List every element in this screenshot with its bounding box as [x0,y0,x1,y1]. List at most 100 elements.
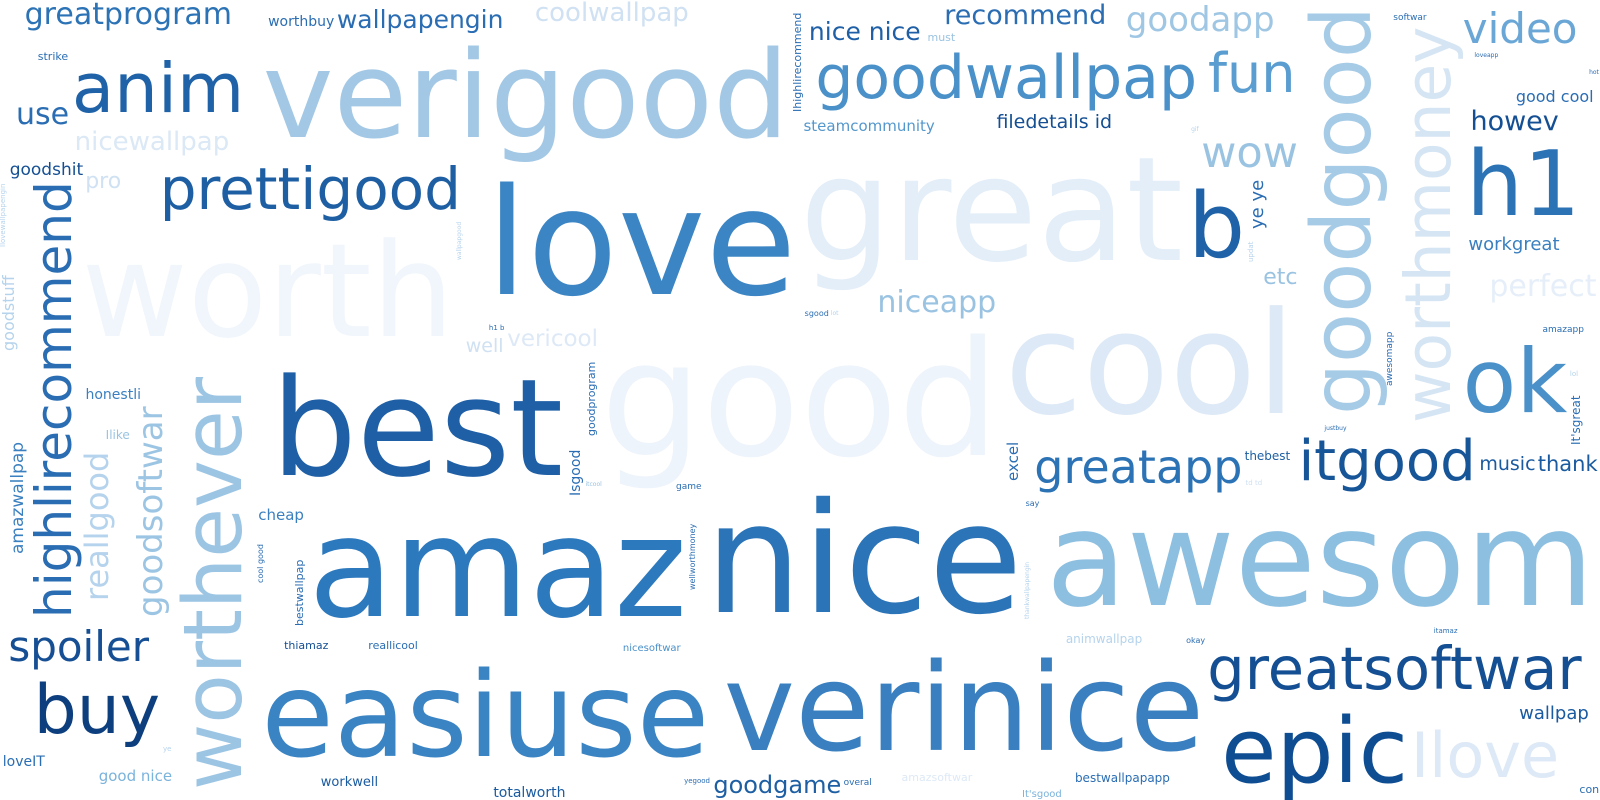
cloud-word: itgood [1298,429,1476,495]
cloud-word: itamaz [1433,627,1458,636]
cloud-word: music [1479,453,1536,476]
cloud-word: highlirecommend [24,181,83,619]
cloud-word: verinice [723,638,1205,780]
cloud-word: ye [162,745,172,754]
cloud-word: honestli [85,387,141,404]
cloud-word: td td [1245,478,1263,487]
cloud-word: howev [1470,105,1559,137]
cloud-word: Ilove [1410,718,1560,792]
cloud-word: worthever [166,376,261,790]
cloud-word: wellworthmoney [688,523,698,590]
cloud-word: wallpapengin [336,5,504,35]
cloud-word: pro [85,168,122,194]
cloud-word: nice nice [808,17,921,47]
cloud-word: amazsoftwar [901,770,973,784]
cloud-word: perfect [1489,268,1597,304]
cloud-word: bestwallpapapp [1074,770,1170,785]
cloud-word: h1 [1466,131,1581,237]
cloud-word: best [271,350,564,508]
cloud-word: worthmoney [1392,26,1465,423]
cloud-word: overal [843,777,872,788]
cloud-word: Ilovewallpapengin [0,184,8,248]
cloud-word: recommend [944,0,1107,32]
cloud-word: reallicool [368,638,418,652]
cloud-word: b [1188,173,1246,279]
cloud-word: nice [704,470,1023,649]
cloud-word: filedetails id [996,110,1113,133]
cloud-word: amaz [308,486,688,649]
cloud-word: goodstuff [0,274,19,351]
cloud-word: nicewallpap [74,127,230,158]
cloud-word: yegood [684,777,710,786]
cloud-word: good [600,306,1000,493]
cloud-word: excel [1004,441,1023,481]
cloud-word: niceapp [877,284,997,320]
cloud-word: justbuy [1324,424,1347,432]
cloud-word: loveIT [2,754,45,771]
cloud-word: updat [1246,241,1255,262]
cloud-word: sgood [804,308,829,318]
cloud-word: loveapp [1474,51,1499,59]
cloud-word: workgreat [1468,233,1560,255]
cloud-word: goodwallpap [815,43,1198,114]
cloud-word: good nice [98,767,173,786]
cloud-word: amazwallpap [7,441,28,554]
cloud-word: nicesoftwar [622,642,681,654]
cloud-word: thankwallpapengin [1024,561,1032,619]
cloud-word: goodprogram [584,361,598,437]
cloud-word: softwar [1393,13,1427,24]
cloud-word: use [16,97,70,132]
cloud-word: lot [830,310,839,318]
cloud-word: goodsoftwar [130,406,171,618]
cloud-word: bestwallpap [293,560,307,627]
cloud-word: h1 b [488,323,505,332]
cloud-word: goodshit [9,160,84,181]
cloud-word: game [676,481,702,492]
cloud-word: buy [33,671,161,751]
cloud-word: ye ye [1247,179,1269,229]
cloud-word: awesom [1045,482,1595,637]
cloud-word: wow [1201,128,1298,179]
cloud-word: Isgood [568,449,585,496]
cloud-word: awesomapp [1384,331,1395,386]
cloud-word: goodapp [1125,0,1275,40]
cloud-word: great [799,126,1184,296]
cloud-word: cool [1004,281,1296,447]
cloud-word: coolwallpap [534,0,689,29]
cloud-word: thiamaz [284,638,329,652]
cloud-word: It'sgood [1022,788,1062,800]
cloud-word: must [927,30,956,44]
cloud-word: anim [71,48,245,129]
cloud-word: verigood [262,27,790,167]
cloud-word: okay [1186,635,1206,645]
cloud-word: etc [1263,265,1298,291]
cloud-word: It'sgreat [1568,395,1583,445]
cloud-word: worthbuy [268,13,335,30]
cloud-word: animwallpap [1065,632,1143,647]
cloud-word: amazapp [1542,324,1584,335]
cloud-word: spoiler [8,621,149,671]
cloud-word: say [1025,498,1040,508]
cloud-word: steamcommunity [803,117,935,136]
cloud-word: strike [37,50,69,64]
cloud-word: wallpap [1519,702,1589,724]
cloud-word: hot [1589,68,1599,76]
cloud-word: cheap [258,506,304,524]
cloud-word: prettigood [159,154,461,223]
cloud-word: con [1579,782,1600,796]
cloud-word: well [465,334,504,357]
cloud-word: wallpapgood [456,221,464,261]
cloud-word: fun [1208,41,1296,105]
cloud-word: gif [1191,125,1199,133]
cloud-word: greatprogram [24,0,233,33]
cloud-word: goodgame [713,770,842,799]
cloud-word: love [486,156,797,329]
cloud-word: lol [1569,370,1579,379]
cloud-word: thank [1537,452,1598,477]
cloud-word: worth [81,215,455,368]
cloud-word: greatsoftwar [1207,633,1582,703]
cloud-word: itcool [585,481,602,489]
cloud-word: totalworth [493,784,566,800]
cloud-word: workwell [320,775,379,791]
